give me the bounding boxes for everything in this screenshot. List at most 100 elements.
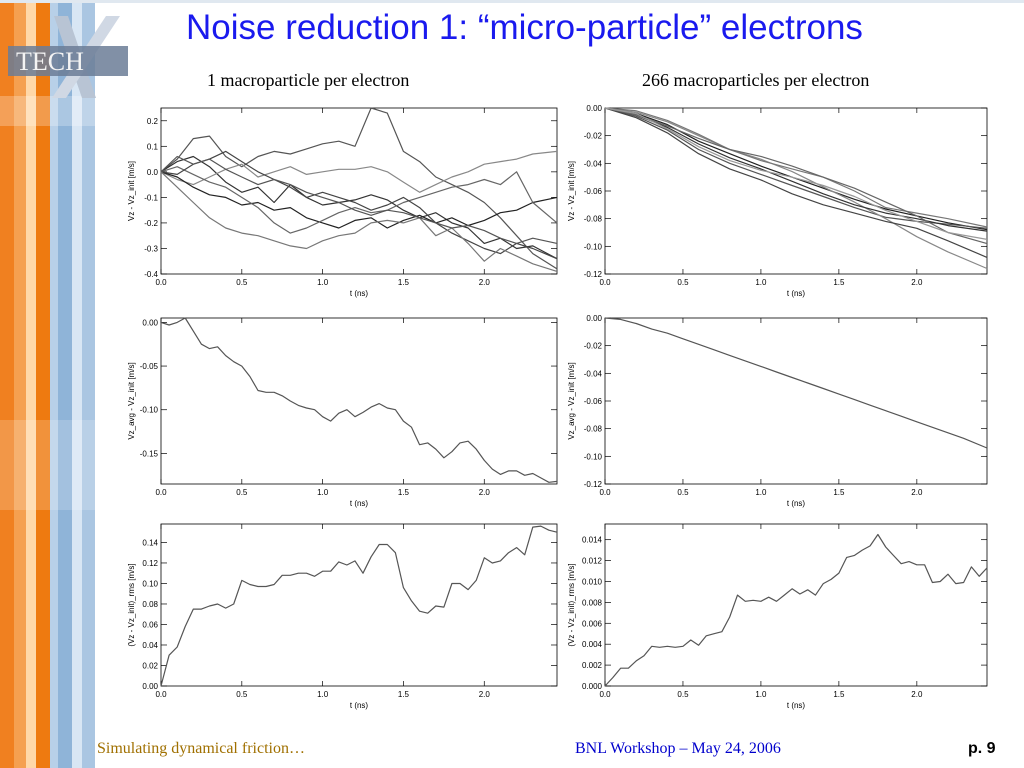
x-tick-label: 1.0 [317, 278, 329, 287]
plot-frame [160, 317, 558, 485]
series-line-8 [604, 107, 988, 240]
column-heading-left: 1 macroparticle per electron [207, 70, 410, 90]
y-tick-label: 0.12 [142, 559, 158, 568]
series-line-1 [160, 525, 558, 687]
x-tick-label: 1.0 [755, 690, 767, 699]
y-tick-label: 0.010 [582, 577, 603, 586]
x-axis-label: t (ns) [787, 289, 806, 298]
x-tick-label: 0.0 [155, 690, 167, 699]
series-line-4 [160, 171, 558, 229]
y-tick-label: 0.0 [147, 168, 159, 177]
y-tick-label: 0.002 [582, 661, 603, 670]
y-axis-label: Vz_avg - Vz_init [m/s] [567, 362, 576, 439]
series-line-6 [604, 107, 988, 258]
x-tick-label: 2.0 [479, 488, 491, 497]
y-tick-label: -0.2 [144, 219, 158, 228]
x-tick-label: 1.5 [833, 690, 845, 699]
y-tick-label: 0.02 [142, 661, 158, 670]
chart-vz-avg-266-macroparticles: 0.0 0.5 1.0 1.5 2.0 0.00 -0.02 -0.04 -0.06 -0.08 -… [567, 314, 988, 508]
slide-title: Noise reduction 1: “micro-particle” elec… [186, 8, 863, 47]
y-tick-label: -0.06 [584, 397, 603, 406]
series-line-3 [160, 150, 558, 193]
series-line-5 [604, 107, 988, 228]
y-axis-label: Vz - Vz_init [m/s] [567, 161, 576, 221]
y-tick-label: 0.006 [582, 619, 603, 628]
y-tick-label: -0.08 [584, 425, 603, 434]
chart-vz-266-macroparticles: 0.0 0.5 1.0 1.5 2.0 0.00 -0.02 -0.04 -0.06 -0.08 -… [567, 104, 988, 298]
footer-left: Simulating dynamical friction… [97, 740, 305, 757]
y-tick-label: 0.012 [582, 557, 603, 566]
y-tick-label: -0.04 [584, 369, 603, 378]
x-tick-label: 0.5 [677, 690, 689, 699]
x-tick-label: 1.5 [398, 690, 410, 699]
y-tick-label: 0.014 [582, 536, 603, 545]
series-line-1 [160, 317, 558, 483]
series-line-1 [604, 317, 988, 449]
x-tick-label: 1.0 [317, 488, 329, 497]
x-tick-label: 0.5 [677, 488, 689, 497]
y-tick-label: 0.10 [142, 579, 158, 588]
page-number: p. 9 [968, 740, 996, 757]
plot-frame [604, 107, 988, 275]
y-tick-label: 0.1 [147, 142, 159, 151]
y-tick-label: 0.004 [582, 640, 603, 649]
plot-frame [160, 523, 558, 687]
x-tick-label: 2.0 [911, 278, 923, 287]
x-tick-label: 2.0 [479, 278, 491, 287]
chart-vz-rms-266-macroparticles: 0.0 0.5 1.0 1.5 2.0 0.014 0.012 0.010 0.008 0.006… [567, 523, 988, 710]
y-tick-label: -0.3 [144, 244, 158, 253]
x-tick-label: 1.5 [398, 278, 410, 287]
logo-text: TECH [16, 47, 84, 76]
series-line-4 [604, 107, 988, 232]
x-axis-label: t (ns) [350, 701, 369, 710]
x-tick-label: 0.0 [155, 278, 167, 287]
plot-frame [160, 107, 558, 275]
y-tick-label: 0.00 [586, 314, 602, 323]
y-tick-label: -0.12 [584, 480, 603, 489]
y-tick-label: -0.15 [140, 449, 159, 458]
x-tick-label: 1.5 [833, 278, 845, 287]
plot-frame [604, 523, 988, 687]
x-axis-label: t (ns) [787, 499, 806, 508]
y-tick-label: -0.02 [584, 342, 603, 351]
y-tick-label: 0.04 [142, 641, 158, 650]
x-axis-label: t (ns) [787, 701, 806, 710]
series-line-1 [604, 533, 988, 687]
footer-center: BNL Workshop – May 24, 2006 [575, 740, 781, 757]
y-tick-label: -0.08 [584, 215, 603, 224]
y-tick-label: -0.02 [584, 132, 603, 141]
x-axis-label: t (ns) [350, 499, 369, 508]
x-tick-label: 0.5 [236, 690, 248, 699]
chart-vz-1-macroparticle: 0.0 0.5 1.0 1.5 2.0 0.2 0.1 0.0 -0.1 -0.2 -0.3 -0.4… [127, 107, 558, 298]
y-tick-label: 0.14 [142, 538, 158, 547]
x-tick-label: 0.0 [155, 488, 167, 497]
plot-frame [604, 317, 988, 485]
series-line-7 [160, 171, 558, 272]
y-tick-label: -0.05 [140, 362, 159, 371]
y-tick-label: -0.10 [584, 452, 603, 461]
series-line-3 [604, 107, 988, 270]
x-tick-label: 0.5 [236, 278, 248, 287]
x-tick-label: 0.5 [236, 488, 248, 497]
y-tick-label: -0.1 [144, 193, 158, 202]
series-line-7 [604, 107, 988, 245]
series-line-2 [160, 155, 558, 260]
series-line-1 [160, 107, 558, 270]
x-tick-label: 2.0 [911, 690, 923, 699]
x-tick-label: 2.0 [911, 488, 923, 497]
x-tick-label: 0.0 [599, 278, 611, 287]
series-line-6 [160, 150, 558, 260]
y-tick-label: -0.10 [140, 406, 159, 415]
x-tick-label: 2.0 [479, 690, 491, 699]
y-tick-label: 0.00 [142, 682, 158, 691]
xtech-logo: TECH [8, 16, 128, 98]
y-tick-label: 0.00 [586, 104, 602, 113]
x-tick-label: 0.5 [677, 278, 689, 287]
y-tick-label: -0.12 [584, 270, 603, 279]
series-line-8 [160, 155, 558, 244]
y-tick-label: 0.06 [142, 620, 158, 629]
y-axis-label: Vz_avg - Vz_init [m/s] [127, 362, 136, 439]
chart-vz-avg-1-macroparticle: 0.0 0.5 1.0 1.5 2.0 0.00 -0.05 -0.10 -0.15 t (ns)… [127, 317, 558, 508]
x-tick-label: 1.5 [398, 488, 410, 497]
